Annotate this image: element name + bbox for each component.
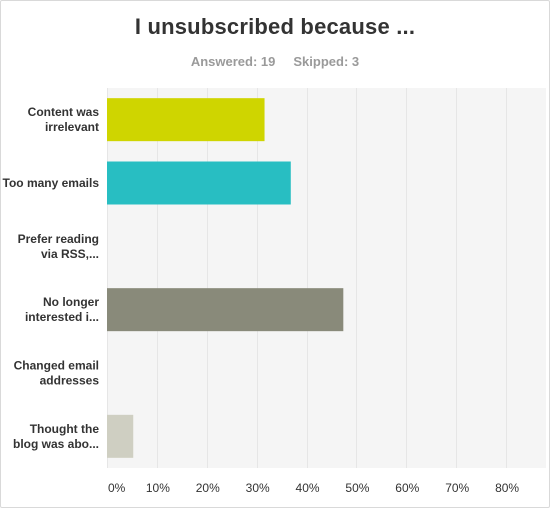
category-label-6: blog was abo... (13, 437, 99, 451)
bar-2 (107, 161, 291, 205)
x-tick-label-0: 0% (108, 481, 126, 495)
x-tick-label-40: 40% (296, 481, 320, 495)
response-stats: Answered: 19 Skipped: 3 (0, 54, 550, 69)
category-label-5: Changed email (14, 359, 99, 373)
category-label-1: Content was (28, 105, 100, 119)
bar-1 (107, 98, 265, 142)
category-label-1: irrelevant (45, 120, 99, 134)
x-tick-label-50: 50% (345, 481, 369, 495)
answered-count: Answered: 19 (190, 54, 276, 69)
x-tick-label-20: 20% (196, 481, 220, 495)
x-tick-label-60: 60% (395, 481, 419, 495)
skipped-count: Skipped: 3 (293, 54, 360, 69)
category-label-2: Too many emails (3, 176, 100, 190)
category-label-3: via RSS,... (41, 247, 99, 261)
category-label-4: No longer (43, 295, 99, 309)
bar-4 (107, 288, 344, 332)
chart-title: I unsubscribed because ... (134, 14, 416, 39)
category-label-5: addresses (40, 374, 100, 388)
category-label-3: Prefer reading (18, 232, 99, 246)
x-tick-label-80: 80% (495, 481, 519, 495)
category-label-6: Thought the (30, 422, 100, 436)
plot-area (107, 88, 546, 468)
x-tick-label-10: 10% (146, 481, 170, 495)
x-tick-label-70: 70% (445, 481, 469, 495)
category-label-4: interested i... (25, 310, 99, 324)
bar-6 (107, 414, 134, 458)
x-tick-label-30: 30% (246, 481, 270, 495)
